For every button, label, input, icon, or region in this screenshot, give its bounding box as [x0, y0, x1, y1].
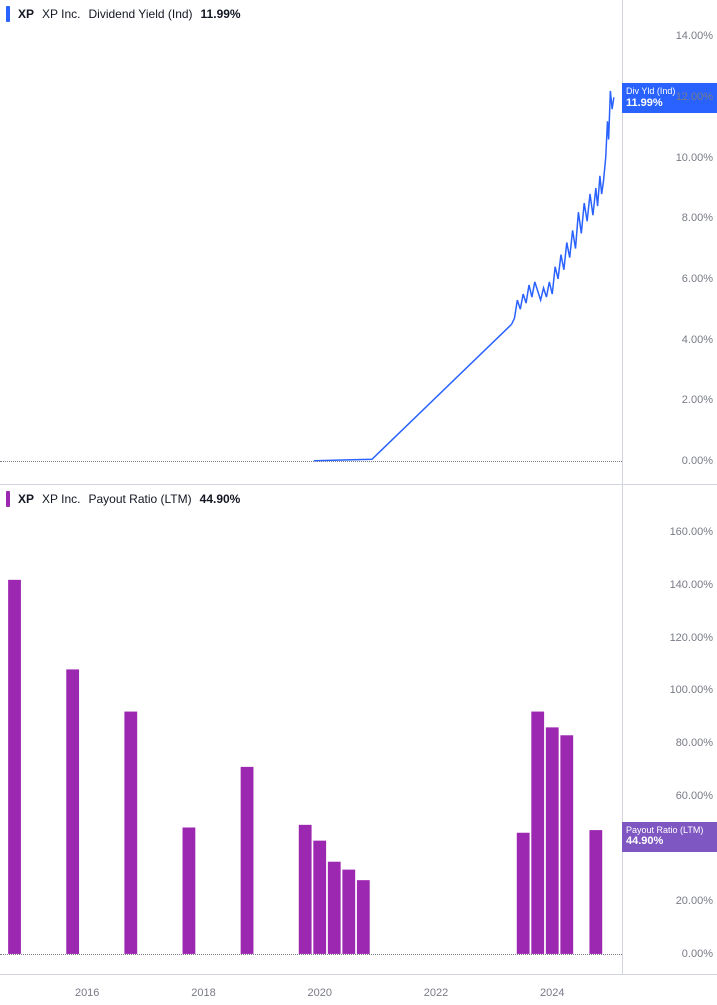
- payout-ratio-chart: [0, 485, 622, 975]
- payout-ratio-panel[interactable]: XP XP Inc. Payout Ratio (LTM) 44.90% Pay…: [0, 485, 717, 975]
- x-tick-label: 2022: [424, 987, 448, 999]
- x-tick-label: 2024: [540, 987, 564, 999]
- y-tick-label: 80.00%: [676, 737, 713, 749]
- dividend-yield-panel[interactable]: XP XP Inc. Dividend Yield (Ind) 11.99% D…: [0, 0, 717, 485]
- y-tick-label: 2.00%: [682, 394, 713, 406]
- ticker-symbol: XP: [18, 492, 34, 506]
- company-name: XP Inc.: [42, 492, 80, 506]
- top-y-axis: Div Yld (Ind) 11.99% 0.00%2.00%4.00%6.00…: [622, 0, 717, 484]
- y-tick-label: 0.00%: [682, 455, 713, 467]
- top-chart-area[interactable]: [0, 0, 622, 484]
- metric-value: 44.90%: [200, 492, 241, 506]
- y-tick-label: 0.00%: [682, 948, 713, 960]
- y-tick-label: 60.00%: [676, 790, 713, 802]
- y-tick-label: 8.00%: [682, 212, 713, 224]
- x-tick-label: 2020: [307, 987, 331, 999]
- badge-title: Payout Ratio (LTM): [626, 825, 713, 836]
- y-tick-label: 20.00%: [676, 895, 713, 907]
- metric-value: 11.99%: [201, 7, 241, 21]
- legend-color-bar: [6, 6, 10, 22]
- top-legend: XP XP Inc. Dividend Yield (Ind) 11.99%: [6, 6, 241, 22]
- y-tick-label: 140.00%: [670, 579, 713, 591]
- y-tick-label: 160.00%: [670, 526, 713, 538]
- dividend-yield-chart: [0, 0, 622, 485]
- y-tick-label: 6.00%: [682, 273, 713, 285]
- company-name: XP Inc.: [42, 7, 80, 21]
- payout-ratio-badge: Payout Ratio (LTM) 44.90%: [622, 822, 717, 852]
- badge-value: 44.90%: [626, 835, 713, 848]
- x-tick-label: 2018: [191, 987, 215, 999]
- zero-line: [0, 461, 622, 462]
- bottom-y-axis: Payout Ratio (LTM) 44.90% 0.00% 20.00% 60.…: [622, 485, 717, 974]
- bottom-chart-area[interactable]: [0, 485, 622, 974]
- bottom-legend: XP XP Inc. Payout Ratio (LTM) 44.90%: [6, 491, 240, 507]
- ticker-symbol: XP: [18, 7, 34, 21]
- zero-line: [0, 954, 622, 955]
- x-axis: 2016 2018 2020 2022 2024: [0, 975, 622, 1005]
- y-tick-label: 4.00%: [682, 334, 713, 346]
- metric-name: Payout Ratio (LTM): [88, 492, 191, 506]
- y-tick-label: 14.00%: [676, 30, 713, 42]
- y-tick-label: 10.00%: [676, 152, 713, 164]
- y-tick-label: 100.00%: [670, 684, 713, 696]
- legend-color-bar: [6, 491, 10, 507]
- metric-name: Dividend Yield (Ind): [88, 7, 192, 21]
- y-tick-label: 12.00%: [676, 91, 713, 103]
- x-tick-label: 2016: [75, 987, 99, 999]
- y-tick-label: 120.00%: [670, 632, 713, 644]
